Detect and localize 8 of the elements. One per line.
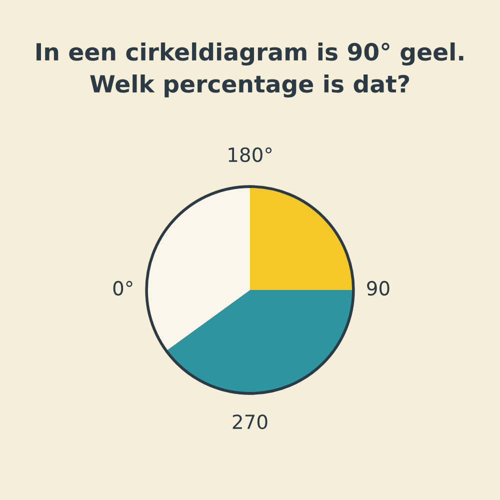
text: 0° bbox=[113, 280, 132, 296]
text: 270 bbox=[232, 414, 268, 430]
text: 180° bbox=[228, 147, 272, 162]
chart-title: In een cirkeldiagram is 90° geel. Welk percentage is dat? bbox=[36, 42, 464, 98]
pie-slice bbox=[250, 186, 354, 290]
pie-slice bbox=[166, 290, 354, 394]
pie-slice bbox=[146, 186, 250, 351]
text: 90 bbox=[367, 280, 390, 296]
